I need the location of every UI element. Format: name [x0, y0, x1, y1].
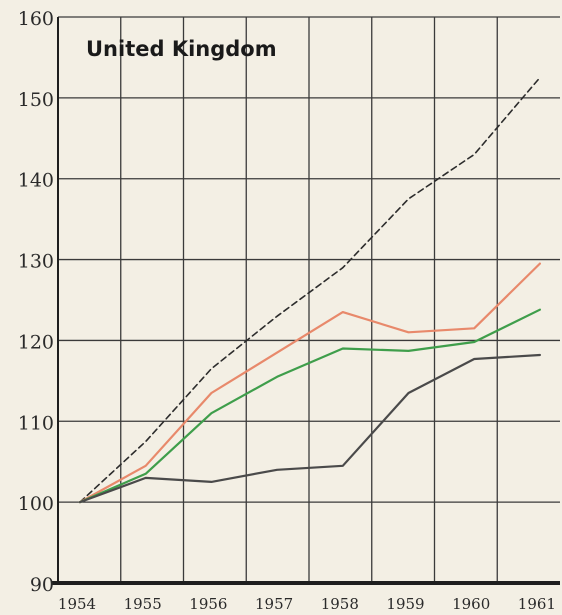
y-tick-label: 100: [18, 493, 54, 515]
grid-lines: [58, 16, 560, 583]
x-tick-label: 1960: [452, 595, 490, 613]
x-tick-label: 1959: [386, 595, 424, 613]
x-tick-label: 1958: [321, 595, 359, 613]
series-line-2: [78, 262, 542, 504]
y-tick-labels: 90 100 110 120 130 140 150 160: [18, 8, 54, 596]
x-tick-label: 1954: [58, 595, 96, 613]
y-tick-label: 160: [18, 8, 54, 30]
x-tick-label: 1956: [189, 595, 227, 613]
chart-title: United Kingdom: [86, 37, 277, 61]
x-tick-label: 1955: [124, 595, 162, 613]
series-line-1: [79, 76, 541, 503]
series-line-3: [78, 308, 542, 504]
y-tick-label: 130: [18, 251, 54, 273]
y-tick-label: 140: [18, 170, 54, 192]
y-tick-label: 150: [18, 89, 54, 111]
x-tick-label: 1957: [255, 595, 293, 613]
series-layer: [78, 76, 542, 504]
y-tick-label: 120: [18, 331, 54, 353]
y-tick-label: 90: [30, 574, 54, 596]
axes: [52, 17, 560, 585]
series-line-4: [78, 353, 542, 504]
x-tick-label: 1961: [518, 595, 556, 613]
x-tick-labels: 1954 1955 1956 1957 1958 1959 1960 1961: [58, 595, 556, 613]
y-tick-label: 110: [18, 412, 54, 434]
